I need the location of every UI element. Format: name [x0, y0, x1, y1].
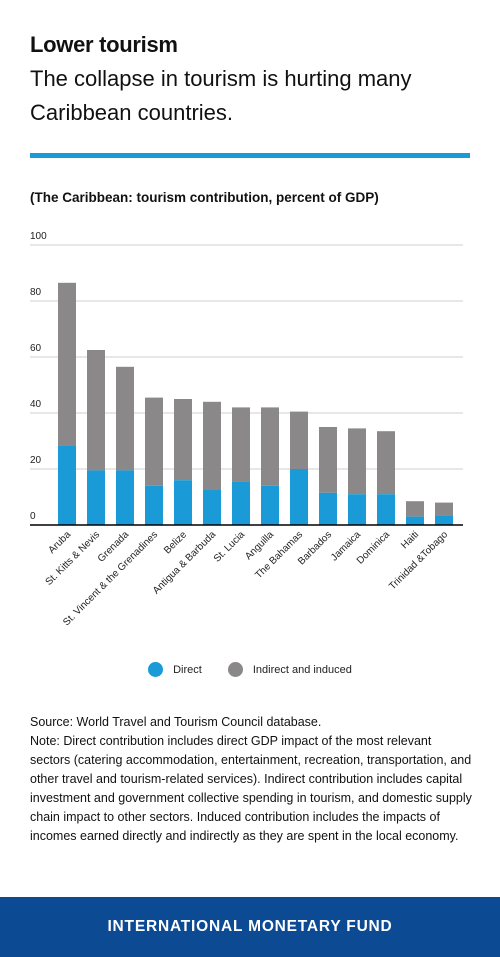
footer-banner: INTERNATIONAL MONETARY FUND: [0, 897, 500, 957]
bar-indirect: [348, 428, 366, 495]
x-tick-label: Haiti: [399, 529, 421, 551]
legend-label-indirect: Indirect and induced: [252, 663, 352, 676]
bar-direct: [145, 485, 163, 525]
source-text: Source: World Travel and Tourism Council…: [30, 715, 322, 729]
chart-title: Lower tourism: [30, 32, 178, 57]
y-tick-label: 60: [30, 343, 42, 354]
bar-indirect: [435, 502, 453, 516]
bar-direct: [406, 516, 424, 525]
legend-item-direct: Direct: [148, 662, 202, 677]
chart-subtitle: The collapse in tourism is hurting many …: [30, 66, 412, 125]
bar-indirect: [145, 397, 163, 486]
bar-direct: [377, 494, 395, 525]
y-tick-label: 0: [30, 511, 36, 522]
legend-swatch-indirect: [227, 662, 243, 677]
chart-label: (The Caribbean: tourism contribution, pe…: [30, 190, 379, 205]
bar-indirect: [174, 399, 192, 481]
bar-indirect: [203, 401, 221, 490]
legend-label-direct: Direct: [173, 663, 202, 676]
bar-direct: [319, 492, 337, 525]
bar-indirect: [87, 350, 105, 471]
bar-direct: [174, 480, 192, 525]
x-tick-label: Belize: [162, 529, 189, 556]
bar-indirect: [406, 501, 424, 517]
bar-direct: [203, 490, 221, 525]
bar-indirect: [116, 366, 134, 471]
y-tick-label: 100: [30, 231, 47, 242]
bar-direct: [435, 515, 453, 525]
bar-direct: [261, 485, 279, 525]
x-tick-label: St. Kitts & Nevis: [44, 529, 102, 587]
bar-direct: [232, 481, 250, 525]
x-tick-label: St. Lucia: [212, 529, 248, 565]
bar-indirect: [58, 282, 76, 446]
bar-indirect: [290, 411, 308, 469]
x-tick-label: Aruba: [46, 529, 73, 556]
bar-direct: [87, 470, 105, 525]
bar-direct: [348, 494, 366, 525]
bar-direct: [116, 470, 134, 525]
accent-rule: [30, 153, 470, 158]
legend-swatch-direct: [148, 662, 164, 677]
bar-indirect: [377, 431, 395, 495]
bar-direct: [58, 445, 76, 525]
bar-direct: [290, 469, 308, 525]
y-tick-label: 40: [30, 399, 42, 410]
y-tick-label: 20: [30, 455, 42, 466]
bar-indirect: [261, 407, 279, 486]
legend: Direct Indirect and induced: [0, 662, 500, 677]
notes: Source: World Travel and Tourism Council…: [30, 713, 475, 846]
bar-indirect: [232, 407, 250, 482]
bar-indirect: [319, 427, 337, 493]
legend-item-indirect: Indirect and induced: [227, 662, 352, 677]
note-text: Note: Direct contribution includes direc…: [30, 734, 472, 843]
y-tick-label: 80: [30, 287, 42, 298]
